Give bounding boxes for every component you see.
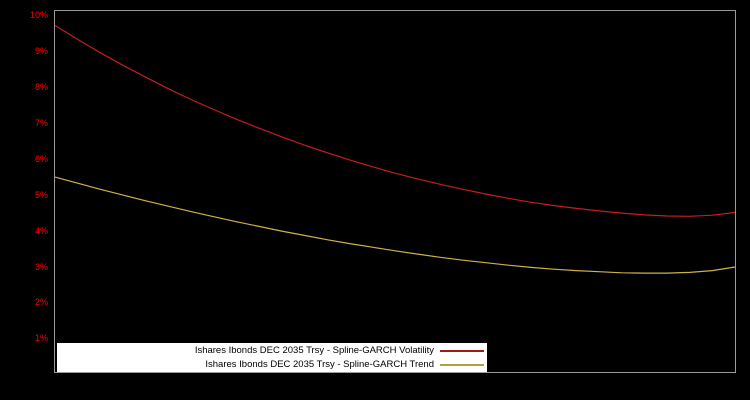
legend-label-volatility: Ishares Ibonds DEC 2035 Trsy - Spline-GA… — [194, 345, 434, 356]
legend-line-sample-trend — [440, 363, 484, 366]
y-tick-label: 6% — [34, 153, 48, 164]
y-tick-label: 7% — [34, 117, 48, 128]
y-tick-label: 1% — [34, 333, 48, 344]
legend: Ishares Ibonds DEC 2035 Trsy - Spline-GA… — [57, 343, 487, 372]
y-tick-label: 4% — [34, 225, 48, 236]
legend-entry-volatility: Ishares Ibonds DEC 2035 Trsy - Spline-GA… — [57, 344, 487, 358]
y-tick-label: 2% — [34, 297, 48, 308]
y-tick-label: 8% — [34, 81, 48, 92]
legend-entry-trend: Ishares Ibonds DEC 2035 Trsy - Spline-GA… — [57, 358, 487, 372]
y-tick-label: 5% — [34, 189, 48, 200]
legend-label-trend: Ishares Ibonds DEC 2035 Trsy - Spline-GA… — [205, 359, 434, 370]
y-tick-label: 9% — [34, 45, 48, 56]
y-axis-tick-labels: 1% 2% 3% 4% 5% 6% 7% 8% 9% 10% — [14, 0, 50, 400]
legend-line-sample-volatility — [440, 349, 484, 352]
y-tick-label: 3% — [34, 261, 48, 272]
plot-area — [54, 10, 736, 373]
y-tick-label: 10% — [29, 9, 48, 20]
